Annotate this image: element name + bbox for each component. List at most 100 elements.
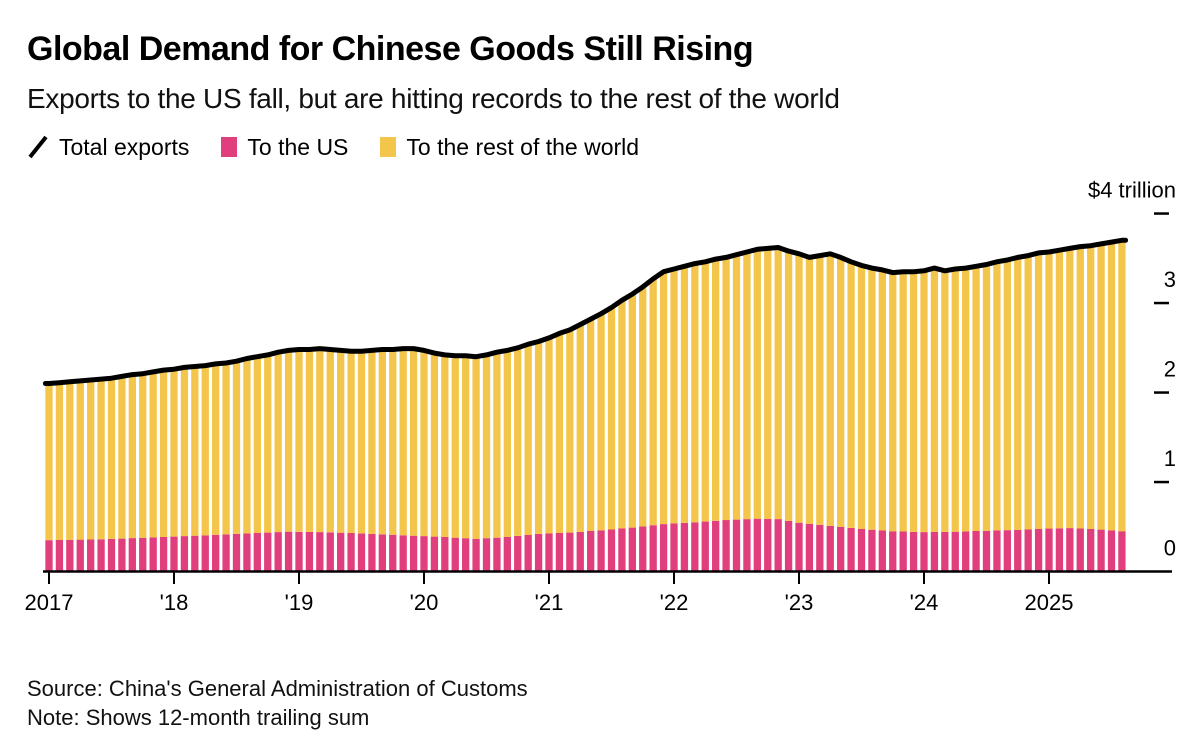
bar-segment-rest-of-world <box>555 333 564 533</box>
chart-subtitle: Exports to the US fall, but are hitting … <box>27 83 840 114</box>
bar-segment-us <box>243 533 251 572</box>
bar-segment-us <box>576 531 584 572</box>
footer: Source: China's General Administration o… <box>27 674 528 732</box>
bar-segment-rest-of-world <box>66 381 74 540</box>
bar-segment-rest-of-world <box>607 307 616 530</box>
bar-segment-us <box>774 519 782 572</box>
bar-segment-rest-of-world <box>55 382 64 540</box>
bar-segment-rest-of-world <box>118 376 126 539</box>
bar-segment-rest-of-world <box>170 369 178 537</box>
bar-segment-rest-of-world <box>1076 246 1084 529</box>
bar-segment-rest-of-world <box>649 278 657 526</box>
bar-segment-us <box>107 538 116 572</box>
bar-segment-rest-of-world <box>576 324 584 532</box>
bar-segment-us <box>784 520 793 572</box>
bar-segment-us <box>889 531 897 572</box>
bar-segment-rest-of-world <box>826 253 834 526</box>
bar-segment-us <box>1076 528 1084 572</box>
bar-segment-rest-of-world <box>232 361 241 534</box>
bar-segment-rest-of-world <box>587 319 595 531</box>
bar-segment-us <box>868 529 876 572</box>
bar-segment-rest-of-world <box>889 272 897 532</box>
bar-segment-rest-of-world <box>1034 252 1043 529</box>
bar-segment-rest-of-world <box>357 351 366 534</box>
x-tick-label: 2025 <box>1025 590 1074 615</box>
x-tick-label: '24 <box>910 590 939 615</box>
bar-segment-us <box>45 540 53 572</box>
bar-segment-rest-of-world <box>472 356 480 539</box>
bar-segment-rest-of-world <box>389 349 397 535</box>
bar-segment-rest-of-world <box>305 349 314 532</box>
bar-segment-us <box>222 534 230 572</box>
x-tick-label: '19 <box>285 590 314 615</box>
y-tick-dash <box>1154 480 1169 484</box>
bar-segment-us <box>878 530 886 572</box>
bar-segment-us <box>659 524 668 572</box>
y-tick-label: 3 <box>1164 267 1176 292</box>
bar-segment-us <box>472 538 480 572</box>
bar-segment-us <box>566 532 574 572</box>
bar-segment-us <box>66 539 74 572</box>
bar-segment-rest-of-world <box>347 351 355 533</box>
bar-segment-us <box>368 533 376 572</box>
bar-segment-us <box>607 529 616 572</box>
bar-segment-us <box>1118 531 1126 572</box>
x-tick-label: 2017 <box>25 590 74 615</box>
rest-of-world-bars <box>45 240 1126 541</box>
x-tick-label: '22 <box>660 590 689 615</box>
bar-segment-us <box>712 520 720 572</box>
bar-segment-rest-of-world <box>180 367 189 537</box>
bar-segment-us <box>732 519 741 572</box>
bar-segment-us <box>1034 529 1043 572</box>
bar-segment-us <box>503 537 511 572</box>
bar-segment-us <box>743 519 751 572</box>
bar-segment-rest-of-world <box>659 271 668 525</box>
bar-segment-rest-of-world <box>482 354 491 539</box>
bar-segment-us <box>534 533 543 572</box>
bar-segment-rest-of-world <box>784 251 793 521</box>
bar-segment-us <box>628 527 636 572</box>
bar-segment-us <box>159 537 168 572</box>
bar-segment-rest-of-world <box>805 257 814 524</box>
line-slash-icon <box>28 135 48 159</box>
total-exports-line <box>42 237 1129 386</box>
bar-segment-us <box>930 531 939 572</box>
bar-segment-rest-of-world <box>97 379 105 540</box>
bar-segment-rest-of-world <box>680 266 689 523</box>
bar-segment-us <box>982 530 991 572</box>
legend-item-rest-of-world: To the rest of the world <box>380 134 639 161</box>
bar-segment-rest-of-world <box>399 348 407 536</box>
bar-segment-rest-of-world <box>899 271 907 532</box>
bar-segment-rest-of-world <box>493 352 501 538</box>
legend-label-rest-of-world: To the rest of the world <box>406 133 640 160</box>
bar-segment-us <box>451 537 459 572</box>
bar-segment-rest-of-world <box>378 349 386 535</box>
bar-segment-us <box>357 533 366 572</box>
us-swatch-icon <box>221 137 238 157</box>
bar-segment-us <box>149 537 157 572</box>
bar-segment-rest-of-world <box>274 352 282 533</box>
bar-segment-us <box>55 540 64 572</box>
bar-segment-rest-of-world <box>701 261 709 522</box>
bar-segment-us <box>1003 530 1011 572</box>
bar-segment-us <box>649 525 657 572</box>
bar-segment-us <box>337 532 345 572</box>
bar-segment-rest-of-world <box>45 383 53 541</box>
bar-segment-us <box>909 531 918 572</box>
bar-segment-rest-of-world <box>451 355 459 538</box>
bar-segment-us <box>618 528 626 572</box>
y-tick-dash <box>1154 212 1169 215</box>
bar-segment-rest-of-world <box>284 350 293 532</box>
bar-segment-rest-of-world <box>774 247 782 520</box>
bar-segment-us <box>920 532 928 572</box>
bar-segment-rest-of-world <box>149 371 157 538</box>
bar-segment-us <box>555 533 564 572</box>
bar-segment-rest-of-world <box>837 257 845 527</box>
bar-segment-us <box>76 539 84 572</box>
bar-segment-us <box>212 534 220 572</box>
bar-segment-rest-of-world <box>941 270 949 532</box>
bar-segment-rest-of-world <box>628 294 636 528</box>
bar-segment-us <box>1045 528 1053 572</box>
bar-segment-rest-of-world <box>139 373 147 538</box>
bar-segment-rest-of-world <box>524 344 532 535</box>
